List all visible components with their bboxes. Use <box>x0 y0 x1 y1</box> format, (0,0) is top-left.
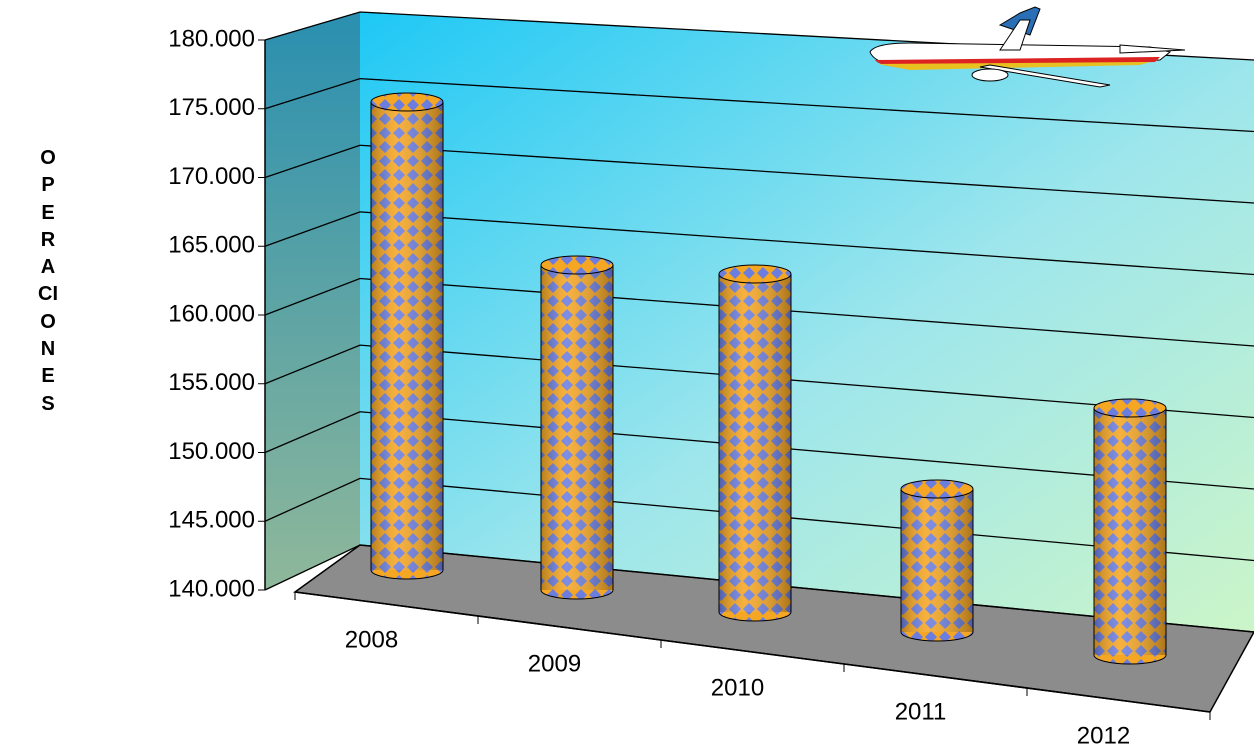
bar-top <box>370 92 444 112</box>
side-wall <box>265 12 360 590</box>
y-tick-label: 180.000 <box>168 25 255 52</box>
bar-shade <box>541 265 613 590</box>
y-tick-label: 140.000 <box>168 575 255 602</box>
y-tick-label: 145.000 <box>168 507 255 534</box>
y-tick-label: 175.000 <box>168 94 255 121</box>
bar-top <box>1093 398 1167 418</box>
grid-line <box>264 211 1254 276</box>
y-tick-label: 170.000 <box>168 163 255 190</box>
bar-top <box>900 479 974 499</box>
bar <box>1093 398 1167 665</box>
bar-top <box>718 264 792 284</box>
bar <box>718 264 792 622</box>
x-tick-label: 2010 <box>711 674 764 701</box>
x-tick-label: 2012 <box>1077 722 1130 749</box>
y-axis-title: OPERACIONES <box>38 147 58 415</box>
bar <box>540 255 614 600</box>
bar-shade <box>901 489 973 632</box>
grid-line <box>264 144 1254 204</box>
bar-top <box>540 255 614 275</box>
y-tick-label: 165.000 <box>168 232 255 259</box>
y-tick-label: 150.000 <box>168 438 255 465</box>
grid-line <box>264 344 1254 419</box>
x-tick-label: 2009 <box>528 650 581 677</box>
airplane <box>869 6 1186 88</box>
y-tick-label: 160.000 <box>168 300 255 327</box>
bar <box>370 92 444 580</box>
bar-shade <box>1094 408 1166 655</box>
grid-line <box>264 411 1254 490</box>
y-tick-label: 155.000 <box>168 369 255 396</box>
grid-line <box>264 77 1254 133</box>
bar-shade <box>719 274 791 612</box>
x-tick-label: 2008 <box>345 626 398 653</box>
x-axis <box>294 591 1211 713</box>
x-tick-label: 2011 <box>895 698 947 725</box>
grid-line <box>264 277 1254 347</box>
bar-shade <box>371 102 443 570</box>
bar <box>900 479 974 642</box>
